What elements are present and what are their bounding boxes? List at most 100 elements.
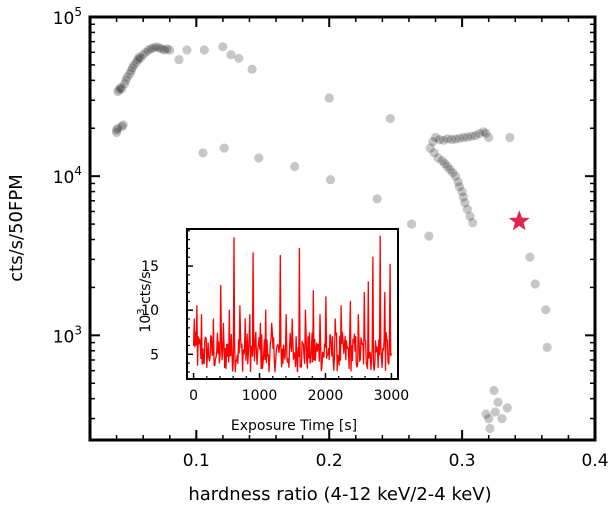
scatter-point	[162, 44, 172, 54]
scatter-point	[219, 143, 229, 153]
scatter-points	[112, 42, 552, 434]
scatter-point	[182, 45, 192, 55]
scatter-point	[143, 45, 154, 55]
scatter-point	[442, 134, 453, 144]
scatter-point	[525, 252, 535, 262]
scatter-point	[174, 55, 184, 65]
scatter-point	[505, 132, 515, 143]
scatter-point	[438, 135, 449, 145]
y-tick-label: 105	[53, 5, 82, 29]
scatter-point	[433, 153, 443, 163]
scatter-point	[234, 53, 244, 63]
inset-y-tick-label: 5	[150, 347, 159, 363]
highlight-star-marker	[508, 210, 530, 231]
scatter-point	[407, 219, 417, 229]
scatter-point	[481, 128, 491, 138]
scatter-point	[434, 134, 445, 145]
scatter-point	[141, 47, 151, 57]
scatter-point	[428, 137, 438, 147]
scatter-point	[458, 192, 468, 202]
inset-chart: 0 1000 2000 3000 5 10 15 Exposure Time [s] 103…	[136, 228, 410, 434]
scatter-point	[151, 42, 161, 52]
scatter-point	[429, 148, 439, 158]
x-axis-title: hardness ratio (4-12 keV/2-4 keV)	[188, 484, 491, 505]
scatter-point	[465, 211, 475, 221]
inset-y-axis-title: 103 cts/s	[136, 271, 154, 332]
scatter-point	[530, 279, 540, 289]
main-plot-frame	[88, 15, 597, 442]
scatter-point	[497, 414, 507, 424]
inset-x-tick-label: 1000	[242, 388, 278, 404]
x-tick-label: 0.4	[581, 451, 608, 471]
scatter-point	[450, 134, 461, 144]
scatter-point	[157, 44, 167, 54]
scatter-point	[385, 114, 395, 124]
scatter-point	[324, 93, 334, 103]
scatter-point	[154, 43, 164, 53]
scatter-point	[453, 177, 463, 187]
inset-x-tick-label: 3000	[374, 388, 410, 404]
scatter-point	[450, 171, 461, 181]
scatter-point	[149, 43, 159, 53]
y-axis-title: cts/s/50FPM	[6, 174, 27, 281]
scatter-point	[484, 414, 494, 424]
scatter-point	[113, 123, 123, 133]
y-tick-label: 104	[53, 164, 82, 188]
scatter-point	[199, 45, 209, 55]
scatter-point	[138, 50, 148, 60]
scatter-point	[118, 120, 128, 130]
scatter-point	[134, 52, 144, 62]
scatter-point	[474, 129, 484, 139]
scatter-point	[113, 87, 123, 97]
scatter-point	[485, 423, 495, 434]
scatter-point	[425, 143, 435, 153]
scatter-point	[146, 44, 156, 54]
x-tick-label: 0.1	[183, 451, 210, 471]
scatter-point	[454, 182, 464, 192]
inset-x-axis-title: Exposure Time [s]	[231, 418, 357, 434]
scatter-point	[114, 85, 124, 95]
scatter-point	[122, 72, 132, 82]
scatter-point	[247, 64, 257, 74]
scatter-point	[466, 131, 476, 141]
scatter-point	[481, 409, 491, 419]
scatter-point	[445, 165, 455, 175]
scatter-point	[121, 75, 131, 85]
inset-y-tick-label: 10	[141, 303, 159, 319]
scatter-point	[127, 63, 138, 73]
x-tick-label: 0.3	[449, 451, 476, 471]
scatter-point	[460, 198, 470, 208]
inset-x-tick-label: 0	[189, 388, 198, 404]
scatter-point	[470, 130, 480, 141]
scatter-point	[131, 57, 142, 67]
scatter-point	[430, 132, 441, 143]
scatter-point	[218, 42, 228, 52]
scatter-point	[254, 153, 264, 163]
scatter-point	[478, 127, 488, 137]
scatter-point	[120, 79, 130, 89]
y-tick-label: 103	[53, 323, 82, 347]
scatter-point	[448, 168, 458, 178]
light-curve-line	[192, 235, 393, 373]
scatter-point	[442, 161, 453, 172]
scatter-point	[290, 161, 300, 172]
scatter-point	[542, 342, 552, 352]
scatter-point	[468, 218, 478, 228]
scatter-point	[446, 134, 457, 145]
scatter-point	[126, 66, 136, 76]
scatter-point	[457, 187, 467, 197]
scatter-point	[493, 397, 503, 407]
scatter-point	[462, 204, 472, 214]
scatter-point	[112, 125, 122, 135]
x-tick-label: 0.2	[316, 451, 343, 471]
scatter-point	[462, 132, 472, 142]
scatter-point	[454, 133, 464, 143]
inset-y-tick-label: 15	[141, 259, 159, 275]
scatter-point	[117, 121, 127, 132]
scatter-point	[117, 84, 127, 94]
scatter-point	[165, 45, 175, 55]
scatter-point	[135, 53, 146, 63]
scatter-point	[129, 60, 139, 70]
